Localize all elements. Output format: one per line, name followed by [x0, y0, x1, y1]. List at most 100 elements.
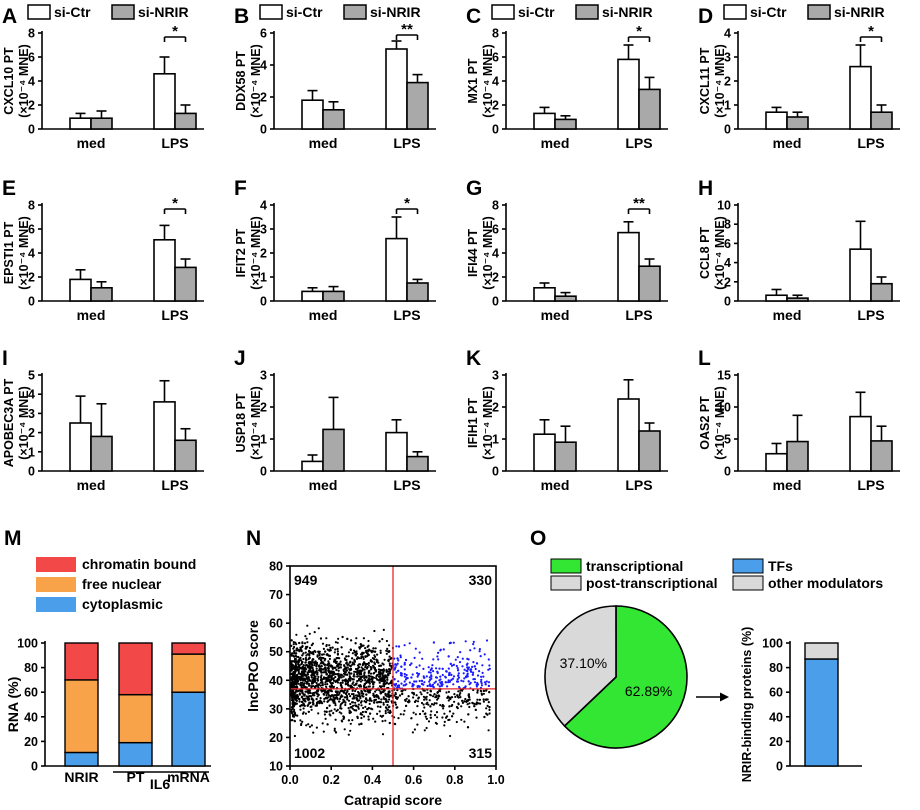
scatter-point — [293, 685, 296, 688]
stacked-segment-other-modulators — [804, 642, 839, 660]
bar-si-nrir-lps — [638, 265, 661, 302]
scatter-point — [368, 702, 371, 706]
scatter-point — [336, 690, 339, 693]
scatter-point — [487, 658, 490, 661]
stacked-segment-free-nuclear — [64, 679, 99, 754]
scatter-point — [329, 672, 332, 675]
scatter-point — [290, 708, 293, 711]
scatter-point — [309, 701, 312, 704]
scatter-point — [381, 720, 384, 723]
scatter-point — [351, 707, 354, 710]
scatter-point — [297, 676, 300, 679]
scatter-point — [312, 694, 315, 697]
bar-si-nrir-med — [554, 441, 577, 472]
scatter-point — [341, 720, 344, 723]
scatter-point — [427, 671, 431, 674]
scatter-point — [336, 697, 339, 701]
scatter-point — [291, 678, 294, 681]
scatter-point — [316, 673, 319, 676]
scatter-point — [362, 657, 365, 661]
scatter-point — [304, 656, 307, 660]
scatter-point — [340, 646, 343, 649]
scatter-point — [421, 710, 425, 713]
scatter-point — [429, 705, 432, 708]
y-tick-label: 6 — [724, 237, 731, 251]
scatter-point — [430, 703, 434, 706]
scatter-point — [360, 689, 363, 693]
bar-si-ctr-lps — [153, 401, 176, 472]
scatter-point — [475, 662, 479, 665]
legend-label-si-ctr: si-Ctr — [750, 4, 787, 20]
y-tick-label: 8 — [492, 199, 499, 213]
scatter-point — [328, 710, 331, 713]
scatter-point — [417, 696, 420, 699]
scatter-point — [302, 707, 305, 710]
scatter-point — [307, 723, 310, 726]
scatter-point — [359, 673, 363, 676]
x-category-label: LPS — [161, 135, 188, 151]
scatter-point — [357, 666, 361, 669]
x-category-label: med — [309, 477, 338, 493]
scatter-point — [358, 723, 361, 726]
scatter-point — [388, 721, 391, 725]
scatter-point — [309, 695, 312, 698]
scatter-point — [384, 709, 387, 713]
x-tick-label: 0.0 — [281, 773, 298, 787]
scatter-point — [443, 712, 446, 715]
scatter-point — [307, 710, 310, 713]
scatter-point — [385, 652, 388, 655]
panel-label: H — [698, 177, 713, 200]
scatter-point — [388, 650, 391, 653]
legend-label-si-ctr: si-Ctr — [286, 4, 323, 20]
scatter-point — [308, 632, 311, 635]
scatter-point — [403, 672, 406, 676]
scatter-point — [388, 691, 391, 694]
scatter-point — [296, 647, 299, 650]
scatter-point — [355, 650, 358, 653]
scatter-point — [379, 668, 382, 672]
y-tick-label: 0 — [724, 123, 731, 137]
scatter-point — [291, 672, 294, 676]
scatter-point — [318, 657, 321, 660]
scatter-point — [298, 641, 301, 645]
scatter-point — [427, 666, 430, 669]
bar-si-nrir-lps — [870, 440, 893, 472]
scatter-point — [386, 695, 390, 698]
scatter-point — [374, 650, 377, 653]
stacked-segment-free-nuclear — [118, 693, 153, 744]
x-category-label: med — [773, 477, 802, 493]
scatter-point — [425, 675, 428, 678]
y-tick-label: 6 — [260, 27, 267, 41]
scatter-point — [330, 685, 333, 688]
scatter-point — [299, 656, 302, 660]
scatter-point — [306, 696, 309, 699]
scatter-point — [486, 704, 489, 708]
y-axis-unit: (×10⁻⁴ MNE) — [249, 216, 263, 290]
scatter-point — [356, 680, 359, 683]
scatter-point — [444, 675, 447, 678]
legend-swatch-si-nrir — [575, 4, 599, 20]
scatter-point — [365, 649, 368, 652]
scatter-point — [363, 676, 366, 680]
scatter-point — [410, 662, 413, 665]
scatter-point — [294, 662, 297, 666]
legend-label-cytoplasmic: cytoplasmic — [82, 596, 163, 612]
scatter-point — [476, 698, 479, 701]
y-tick-label: 4 — [724, 27, 731, 41]
scatter-point — [340, 676, 343, 679]
scatter-point — [340, 674, 343, 677]
scatter-point — [319, 678, 322, 682]
scatter-point — [301, 667, 304, 670]
scatter-point — [468, 698, 471, 701]
bar-si-ctr-lps — [385, 237, 408, 302]
x-category-label: NRIR — [64, 769, 98, 785]
scatter-point — [372, 647, 375, 650]
scatter-point — [421, 657, 424, 660]
bar-si-ctr-lps — [617, 231, 640, 302]
scatter-point — [464, 640, 467, 643]
scatter-point — [447, 667, 450, 670]
stacked-segment-chromatin-bound — [171, 642, 206, 655]
scatter-point — [351, 682, 354, 685]
scatter-point — [484, 683, 487, 686]
x-category-label: PT — [127, 769, 145, 785]
